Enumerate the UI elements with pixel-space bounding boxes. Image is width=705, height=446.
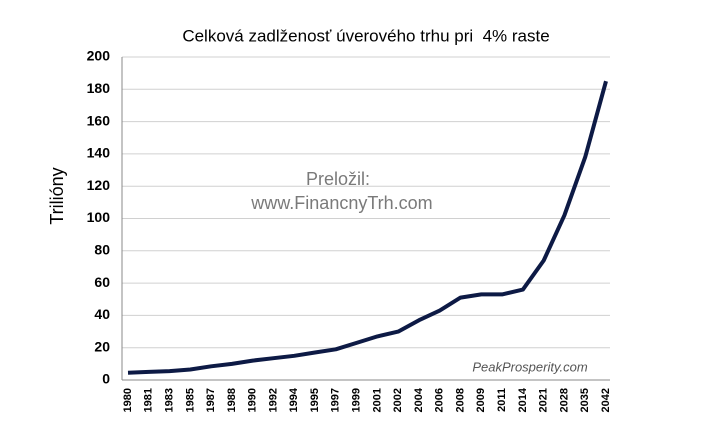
- y-tick-label: 40: [94, 306, 110, 322]
- x-tick-label: 1980: [122, 388, 134, 412]
- y-tick-label: 80: [94, 242, 110, 258]
- x-tick-label: 2006: [434, 388, 446, 412]
- x-tick-label: 1988: [226, 388, 238, 412]
- x-tick-label: 2021: [538, 388, 550, 412]
- x-tick-label: 1990: [247, 388, 259, 412]
- y-tick-label: 60: [94, 274, 110, 290]
- y-axis-label: Trilióny: [47, 167, 67, 224]
- x-tick-label: 2009: [475, 388, 487, 412]
- x-tick-label: 1987: [205, 388, 217, 412]
- chart-title: Celková zadlženosť úverového trhu pri 4%…: [182, 26, 549, 45]
- x-tick-label: 1999: [351, 388, 363, 412]
- x-tick-label: 2014: [517, 387, 529, 412]
- x-tick-label: 1997: [330, 388, 342, 412]
- y-tick-label: 180: [87, 80, 111, 96]
- x-tick-label: 2002: [392, 388, 404, 412]
- y-tick-label: 0: [102, 371, 110, 387]
- x-tick-label: 1981: [143, 388, 155, 412]
- annotation: Preložil:: [306, 169, 370, 189]
- x-tick-label: 1985: [184, 388, 196, 412]
- y-tick-label: 100: [87, 209, 111, 225]
- y-tick-label: 120: [87, 177, 111, 193]
- x-tick-label: 2042: [600, 388, 612, 412]
- x-tick-label: 1994: [288, 387, 300, 412]
- x-tick-label: 2011: [496, 388, 508, 412]
- y-tick-label: 140: [87, 145, 111, 161]
- y-tick-label: 20: [94, 338, 110, 354]
- x-tick-label: 2035: [579, 388, 591, 412]
- x-tick-label: 1983: [163, 388, 175, 412]
- annotation: www.FinancnyTrh.com: [250, 193, 432, 213]
- x-tick-label: 1992: [267, 388, 279, 412]
- annotation: PeakProsperity.com: [472, 359, 588, 374]
- x-tick-label: 2028: [558, 388, 570, 412]
- y-tick-label: 160: [87, 112, 111, 128]
- y-tick-label: 200: [87, 48, 111, 64]
- x-tick-label: 1995: [309, 388, 321, 412]
- x-tick-label: 2004: [413, 387, 425, 412]
- x-tick-label: 2001: [371, 388, 383, 412]
- x-tick-label: 2008: [454, 388, 466, 412]
- data-line: [127, 80, 608, 375]
